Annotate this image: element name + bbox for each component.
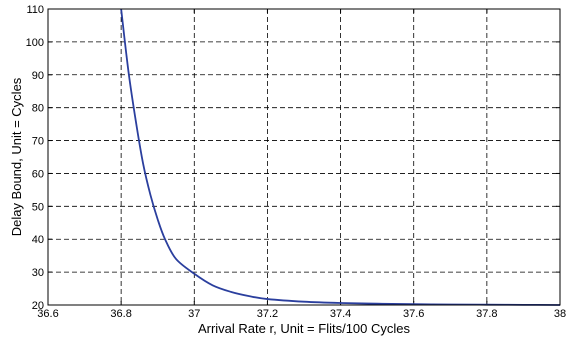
x-tick-labels: 36.6 36.8 37 37.2 37.4 37.6 37.8 38 bbox=[37, 308, 566, 320]
x-tick-label: 37.8 bbox=[476, 308, 497, 320]
y-axis-label: Delay Bound, Unit = Cycles bbox=[9, 77, 24, 236]
y-tick-label: 40 bbox=[32, 234, 44, 246]
x-tick-label: 37.4 bbox=[330, 308, 351, 320]
y-tick-labels: 20 30 40 50 60 70 80 90 100 110 bbox=[26, 4, 44, 312]
x-tick-label: 37.2 bbox=[257, 308, 278, 320]
series-group bbox=[120, 8, 561, 306]
plot-area bbox=[48, 9, 560, 305]
grid bbox=[48, 9, 560, 305]
y-tick-label: 80 bbox=[32, 103, 44, 115]
x-tick-label: 37 bbox=[188, 308, 200, 320]
y-tick-label: 90 bbox=[32, 70, 44, 82]
y-tick-label: 20 bbox=[32, 300, 44, 312]
x-tick-label: 38 bbox=[554, 308, 566, 320]
y-tick-label: 60 bbox=[32, 168, 44, 180]
y-tick-label: 50 bbox=[32, 201, 44, 213]
plot-frame bbox=[47, 8, 561, 306]
y-tick-label: 110 bbox=[26, 4, 44, 16]
x-tick-label: 36.8 bbox=[110, 308, 131, 320]
series-line bbox=[120, 8, 561, 306]
x-tick-label: 36.6 bbox=[37, 308, 58, 320]
y-tick-label: 100 bbox=[26, 37, 44, 49]
y-tick-label: 30 bbox=[32, 267, 44, 279]
y-tick-label: 70 bbox=[32, 136, 44, 148]
x-tick-label: 37.6 bbox=[403, 308, 424, 320]
x-axis-label: Arrival Rate r, Unit = Flits/100 Cycles bbox=[198, 321, 411, 336]
